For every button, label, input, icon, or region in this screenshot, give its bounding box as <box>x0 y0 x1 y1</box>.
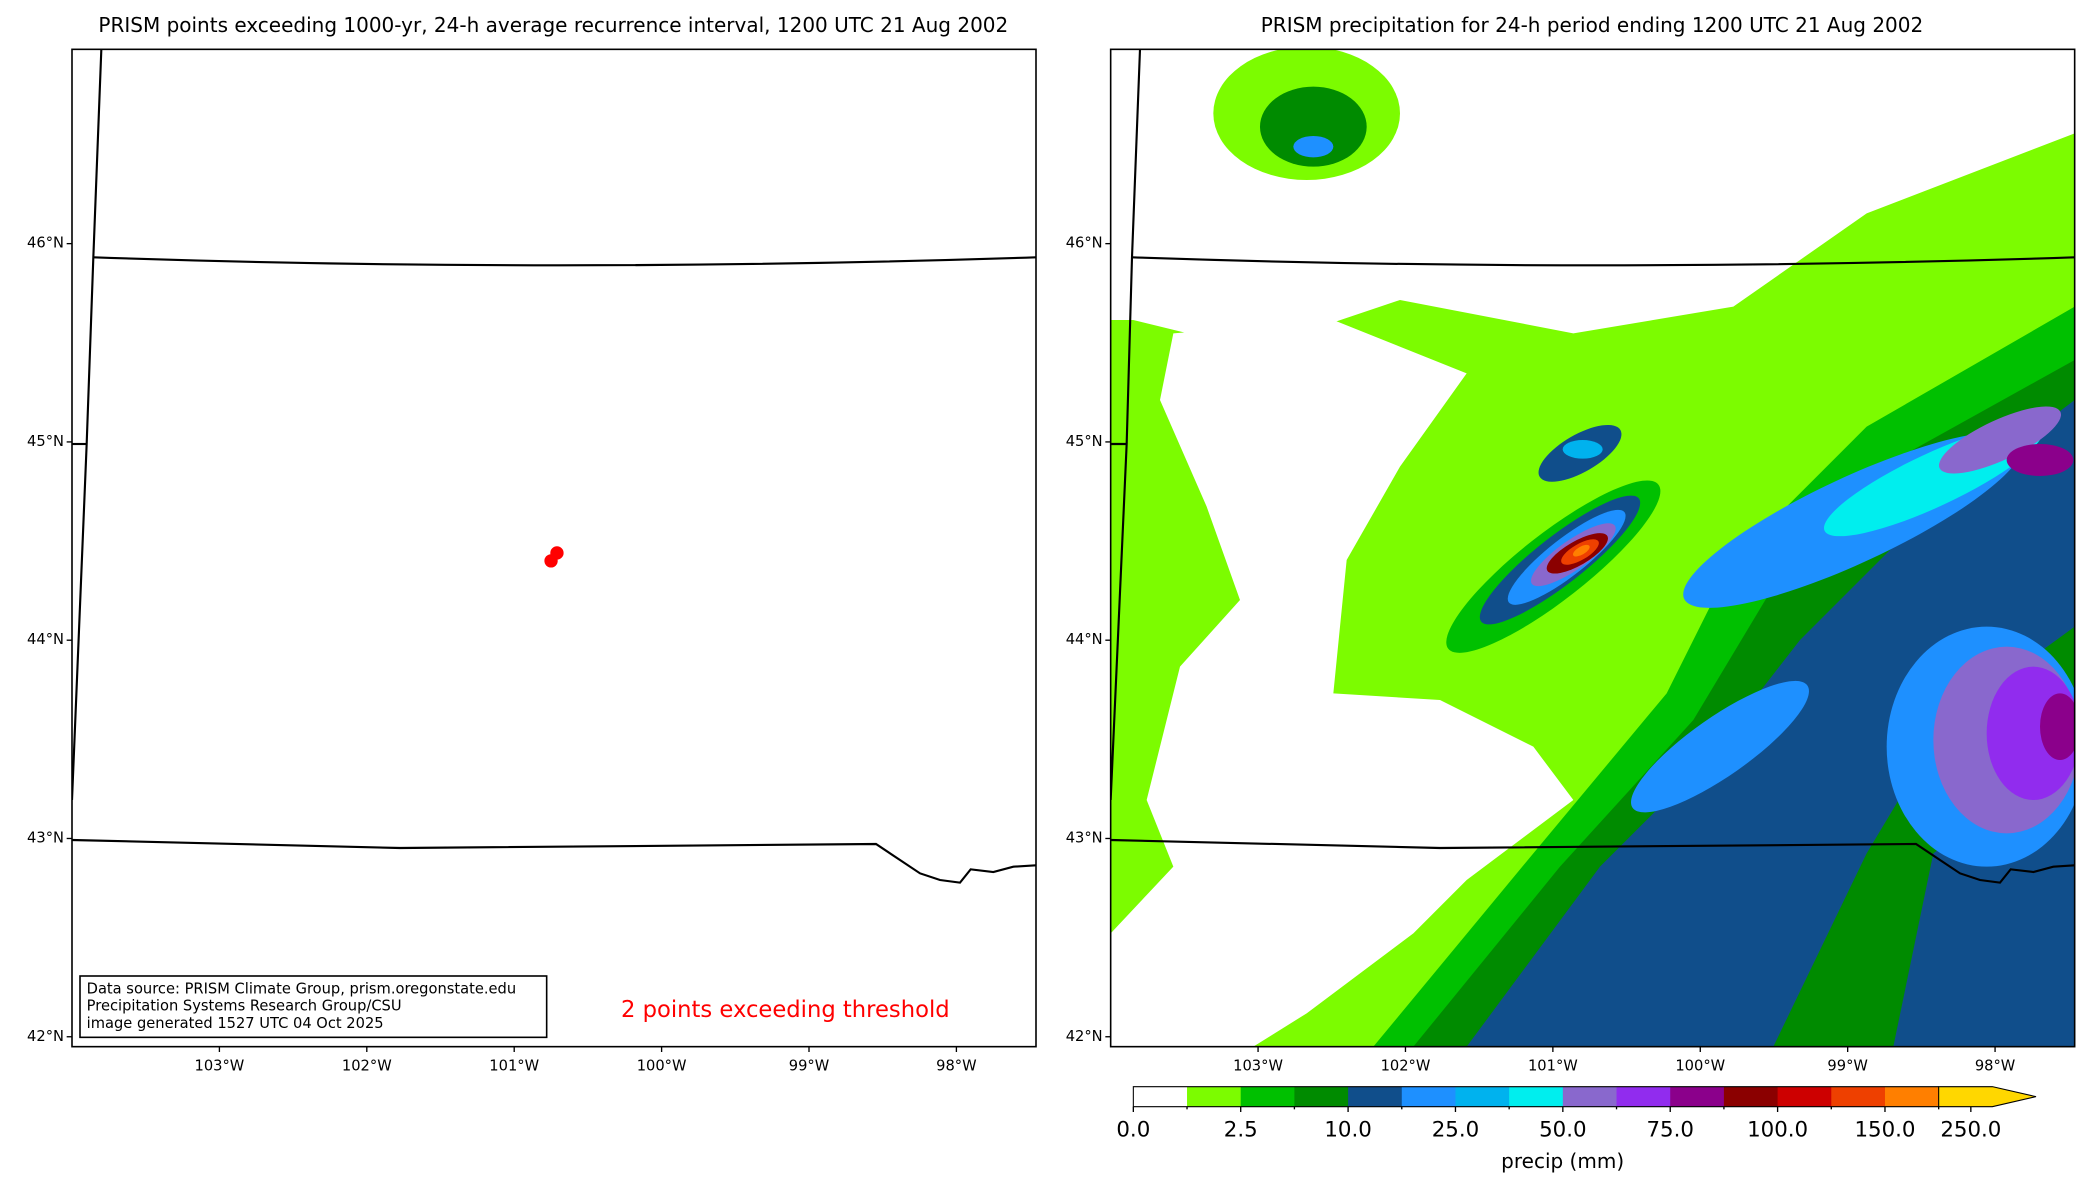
colorbar-segment <box>1831 1086 1886 1107</box>
y-tick-label: 46°N <box>27 235 64 252</box>
y-tick-label: 44°N <box>27 631 64 648</box>
y-tick-label: 42°N <box>1066 1028 1103 1045</box>
x-tick-label: 98°W <box>936 1058 977 1075</box>
precip-field <box>1110 49 2075 1047</box>
x-tick-label: 101°W <box>1528 1058 1578 1075</box>
y-tick-label: 44°N <box>1066 631 1103 648</box>
colorbar-tick-label: 100.0 <box>1747 1118 1808 1143</box>
colorbar-segment <box>1670 1086 1725 1107</box>
x-tick-label: 100°W <box>1675 1058 1725 1075</box>
x-tick-label: 103°W <box>1233 1058 1283 1075</box>
state-boundaries <box>72 49 2075 884</box>
y-tick-label: 43°N <box>27 829 64 846</box>
colorbar-tick-label: 0.0 <box>1116 1118 1150 1143</box>
colorbar-extension <box>1938 1086 2037 1108</box>
colorbar-segment <box>1401 1086 1456 1107</box>
x-tick-label: 102°W <box>342 1058 392 1075</box>
colorbar-segment <box>1777 1086 1832 1107</box>
left-frame <box>71 48 1037 1048</box>
x-tick-label: 103°W <box>195 1058 245 1075</box>
y-tick-label: 42°N <box>27 1028 64 1045</box>
right-title: PRISM precipitation for 24-h period endi… <box>1261 13 1923 37</box>
colorbar-segment <box>1133 1086 1188 1107</box>
colorbar-tick-label: 75.0 <box>1646 1118 1694 1143</box>
colorbar-tick-label: 250.0 <box>1940 1118 2001 1143</box>
exceedance-point <box>550 546 564 560</box>
y-tick-label: 45°N <box>27 433 64 450</box>
y-tick-label: 43°N <box>1066 829 1103 846</box>
colorbar-segment <box>1187 1086 1242 1107</box>
colorbar-segment <box>1509 1086 1564 1107</box>
colorbar-tick-label: 150.0 <box>1854 1118 1915 1143</box>
source-line: Data source: PRISM Climate Group, prism.… <box>87 980 516 997</box>
y-tick-label: 45°N <box>1066 433 1103 450</box>
colorbar-segment <box>1294 1086 1349 1107</box>
colorbar-segment <box>1884 1086 1940 1107</box>
source-line: image generated 1527 UTC 04 Oct 2025 <box>87 1015 384 1032</box>
x-tick-label: 99°W <box>1827 1058 1868 1075</box>
x-tick-label: 99°W <box>789 1058 830 1075</box>
annotation: 2 points exceeding threshold <box>621 997 950 1023</box>
x-tick-label: 102°W <box>1381 1058 1431 1075</box>
colorbar-tick-label: 10.0 <box>1324 1118 1372 1143</box>
left-title: PRISM points exceeding 1000-yr, 24-h ave… <box>98 13 1008 37</box>
colorbar-segment <box>1616 1086 1671 1107</box>
colorbar-tick-label: 50.0 <box>1539 1118 1587 1143</box>
colorbar-segment <box>1723 1086 1778 1107</box>
colorbar-segment <box>1348 1086 1403 1107</box>
y-tick-label: 46°N <box>1066 235 1103 252</box>
colorbar-segment <box>1455 1086 1510 1107</box>
x-tick-label: 98°W <box>1975 1058 2016 1075</box>
right-frame <box>1109 48 2076 1048</box>
colorbar-outline <box>1132 1086 1939 1108</box>
colorbar-label: precip (mm) <box>1501 1149 1624 1173</box>
source-line: Precipitation Systems Research Group/CSU <box>87 998 402 1015</box>
x-tick-label: 100°W <box>637 1058 687 1075</box>
colorbar-segment <box>1240 1086 1295 1107</box>
colorbar-tick-label: 25.0 <box>1432 1118 1480 1143</box>
source-box <box>79 975 548 1039</box>
colorbar-tick-label: 2.5 <box>1224 1118 1258 1143</box>
colorbar-segment <box>1562 1086 1617 1107</box>
x-tick-label: 101°W <box>489 1058 539 1075</box>
